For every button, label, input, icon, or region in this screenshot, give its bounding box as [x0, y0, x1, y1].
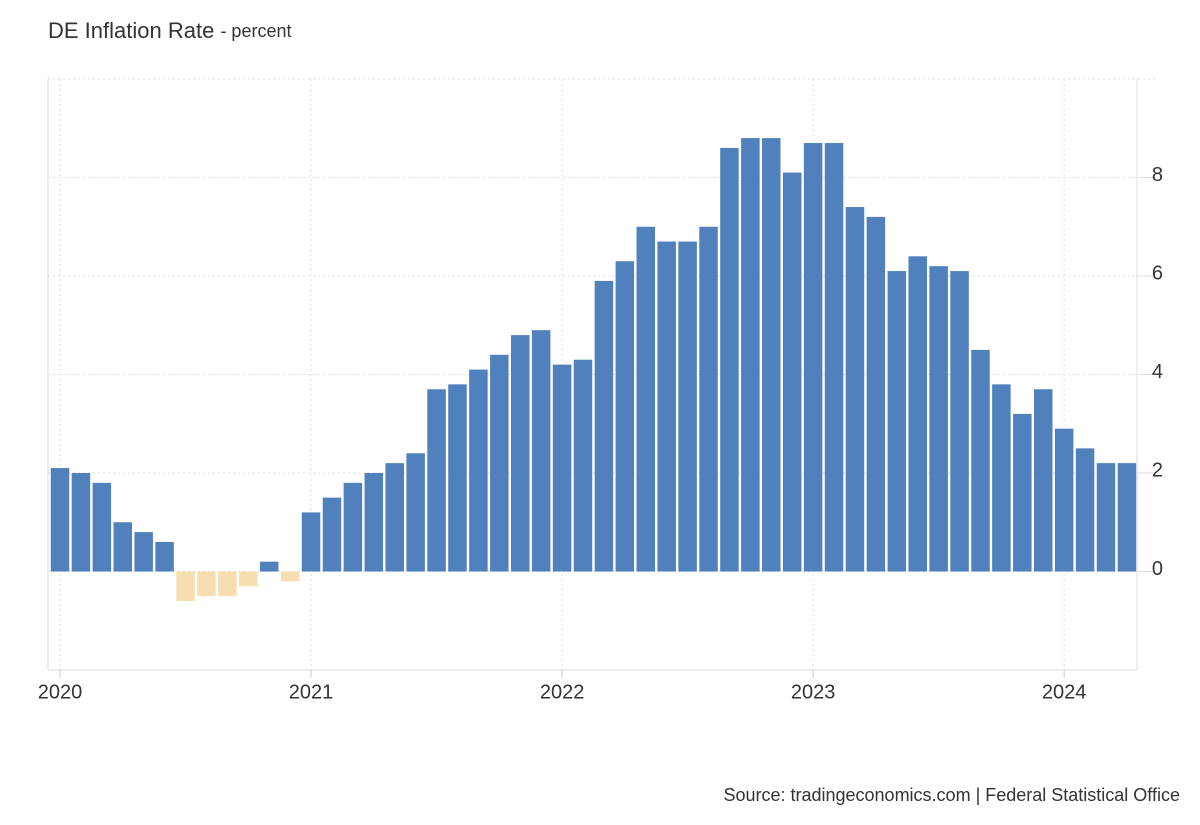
bar	[364, 473, 384, 572]
bar	[134, 532, 153, 572]
bar	[343, 482, 363, 572]
bar	[176, 571, 195, 602]
bar	[992, 384, 1011, 572]
bar	[1013, 413, 1032, 572]
bar	[887, 271, 907, 572]
bar	[71, 473, 91, 572]
bar	[803, 143, 823, 572]
bar	[1075, 448, 1095, 572]
bar	[1117, 463, 1137, 572]
bar	[866, 216, 886, 572]
bar	[385, 463, 404, 572]
bar	[50, 468, 70, 572]
bar	[301, 512, 321, 572]
bar	[1096, 463, 1116, 572]
bar	[427, 389, 446, 572]
y-tick-label: 2	[1152, 459, 1163, 481]
bar	[594, 280, 614, 572]
bar	[113, 522, 133, 572]
bar	[971, 349, 990, 572]
bar	[552, 364, 572, 572]
bar	[490, 354, 509, 572]
bar	[218, 571, 237, 597]
bar	[280, 571, 300, 582]
bar	[92, 482, 112, 572]
bar	[531, 330, 551, 572]
bar	[510, 335, 530, 572]
subtitle: - percent	[220, 21, 291, 41]
x-tick-label: 2021	[289, 681, 334, 703]
y-tick-label: 6	[1152, 262, 1163, 284]
source: Source: tradingeconomics.com | Federal S…	[723, 785, 1180, 805]
bar	[1033, 389, 1053, 572]
x-tick-label: 2022	[540, 681, 585, 703]
bar	[322, 497, 342, 572]
bar	[615, 261, 635, 572]
bar	[197, 571, 216, 597]
bar	[845, 207, 865, 572]
bar	[259, 561, 279, 572]
title: DE Inflation Rate	[48, 18, 214, 43]
bar	[469, 369, 488, 572]
bar	[782, 172, 802, 572]
bar	[929, 266, 948, 572]
bar	[155, 541, 174, 572]
y-tick-label: 8	[1152, 164, 1163, 186]
bar	[741, 138, 760, 572]
x-tick-label: 2024	[1042, 681, 1087, 703]
bar	[950, 271, 969, 572]
bar	[908, 256, 927, 572]
bar	[678, 241, 697, 572]
bar	[762, 138, 781, 572]
x-tick-label: 2020	[38, 681, 83, 703]
bar	[824, 143, 844, 572]
chart-title: DE Inflation Rate - percent	[48, 18, 291, 43]
x-tick-label: 2023	[791, 681, 836, 703]
bar	[699, 226, 718, 572]
bar	[448, 384, 467, 572]
bar	[239, 571, 258, 587]
bar	[1054, 428, 1074, 572]
y-tick-label: 4	[1152, 361, 1163, 383]
bar	[636, 226, 656, 572]
y-tick-label: 0	[1152, 558, 1163, 580]
bar	[573, 359, 593, 572]
bar	[657, 241, 676, 572]
bar	[720, 147, 739, 572]
bar	[406, 453, 425, 572]
